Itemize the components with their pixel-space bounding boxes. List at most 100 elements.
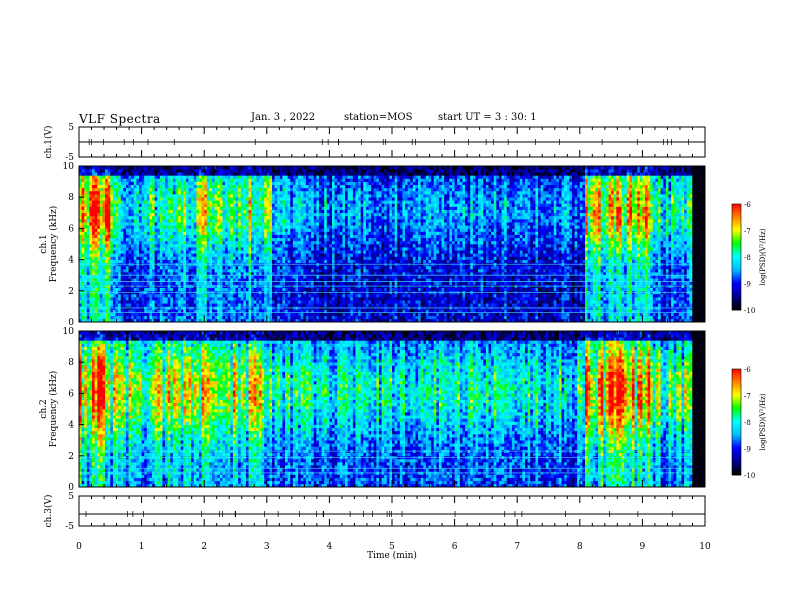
spectrogram-cell: [245, 181, 249, 186]
spectrogram-cell: [167, 187, 171, 192]
spectrogram-cell: [285, 225, 288, 229]
spectrogram-cell: [214, 256, 218, 260]
spectrogram-cell: [102, 222, 106, 226]
spectrogram-cell: [154, 312, 158, 317]
spectrogram-cell: [261, 234, 265, 239]
spectrogram-cell: [326, 256, 330, 260]
spectrogram-cell: [86, 275, 90, 279]
spectrogram-cell: [157, 234, 161, 239]
spectrogram-cell: [105, 272, 108, 276]
spectrogram-cell: [225, 275, 228, 279]
spectrogram-cell: [172, 318, 176, 323]
spectrogram-cell: [79, 300, 82, 304]
spectrogram-cell: [232, 281, 236, 285]
spectrogram-cell: [144, 278, 148, 282]
spectrogram-cell: [149, 166, 153, 170]
spectrogram-cell: [120, 253, 124, 257]
spectrogram-cell: [178, 212, 182, 217]
spectrogram-cell: [92, 240, 95, 245]
spectrogram-cell: [165, 190, 168, 195]
spectrogram-cell: [253, 231, 257, 235]
spectrogram-cell: [326, 312, 330, 317]
spectrogram-cell: [290, 247, 294, 251]
spectrogram-cell: [159, 244, 163, 248]
spectrogram-cell: [313, 256, 317, 260]
spectrogram-cell: [92, 194, 95, 198]
spectrogram-cell: [146, 278, 150, 282]
spectrogram-cell: [321, 300, 325, 304]
spectrogram-cell: [141, 259, 145, 264]
spectrogram-cell: [105, 297, 108, 301]
spectrogram-cell: [292, 259, 296, 264]
spectrogram-cell: [258, 212, 262, 217]
spectrogram-cell: [178, 178, 182, 182]
spectrogram-cell: [193, 209, 197, 214]
spectrogram-cell: [287, 219, 291, 223]
spectrogram-cell: [149, 281, 153, 285]
spectrogram-cell: [285, 228, 288, 232]
spectrogram-cell: [180, 187, 184, 192]
spectrogram-cell: [183, 259, 187, 264]
spectrogram-cell: [191, 244, 195, 248]
spectrogram-cell: [138, 237, 142, 242]
spectrogram-cell: [152, 287, 155, 292]
spectrogram-cell: [266, 312, 270, 317]
spectrogram-cell: [81, 256, 85, 260]
spectrogram-cell: [253, 253, 257, 257]
spectrogram-cell: [264, 225, 268, 229]
spectrogram-cell: [248, 166, 252, 170]
spectrogram-cell: [110, 259, 114, 264]
spectrogram-cell: [110, 200, 114, 204]
spectrogram-cell: [269, 219, 273, 223]
spectrogram-cell: [84, 281, 88, 285]
spectrogram-cell: [133, 234, 137, 239]
spectrogram-cell: [240, 234, 244, 239]
spectrogram-cell: [198, 178, 202, 182]
spectrogram-cell: [198, 244, 202, 248]
spectrogram-cell: [308, 244, 312, 248]
spectrogram-cell: [112, 268, 116, 273]
spectrogram-cell: [290, 237, 294, 242]
spectrogram-cell: [219, 225, 223, 229]
spectrogram-cell: [321, 169, 325, 173]
spectrogram-cell: [154, 265, 158, 270]
spectrogram-cell: [313, 166, 317, 170]
spectrogram-cell: [225, 309, 228, 313]
spectrogram-cell: [258, 172, 262, 176]
spectrogram-cell: [185, 268, 189, 273]
spectrogram-cell: [154, 225, 158, 229]
spectrogram-cell: [170, 178, 174, 182]
spectrogram-cell: [131, 300, 135, 304]
spectrogram-cell: [185, 297, 189, 301]
spectrogram-cell: [102, 219, 106, 223]
spectrogram-cell: [188, 297, 192, 301]
spectrogram-cell: [188, 253, 192, 257]
spectrogram-cell: [141, 240, 145, 245]
spectrogram-cell: [295, 315, 299, 320]
spectrogram-cell: [214, 175, 218, 179]
spectrogram-cell: [86, 203, 90, 207]
spectrogram-cell: [84, 300, 88, 304]
spectrogram-cell: [232, 300, 236, 304]
spectrogram-cell: [285, 215, 288, 220]
spectrogram-cell: [146, 287, 150, 292]
spectrogram-cell: [128, 250, 132, 254]
spectrogram-cell: [183, 178, 187, 182]
spectrogram-cell: [141, 256, 145, 260]
spectrogram-cell: [170, 187, 174, 192]
spectrogram-cell: [295, 244, 299, 248]
spectrogram-cell: [178, 309, 182, 313]
spectrogram-cell: [133, 300, 137, 304]
spectrogram-cell: [185, 272, 189, 276]
spectrogram-cell: [272, 181, 275, 186]
spectrogram-cell: [120, 287, 124, 292]
spectrogram-cell: [258, 181, 262, 186]
spectrogram-cell: [157, 244, 161, 248]
spectrogram-cell: [81, 200, 85, 204]
spectrogram-cell: [141, 287, 145, 292]
spectrogram-cell: [131, 256, 135, 260]
spectrogram-cell: [248, 234, 252, 239]
spectrogram-cell: [154, 197, 158, 201]
spectrogram-cell: [193, 247, 197, 251]
spectrogram-cell: [238, 187, 242, 192]
